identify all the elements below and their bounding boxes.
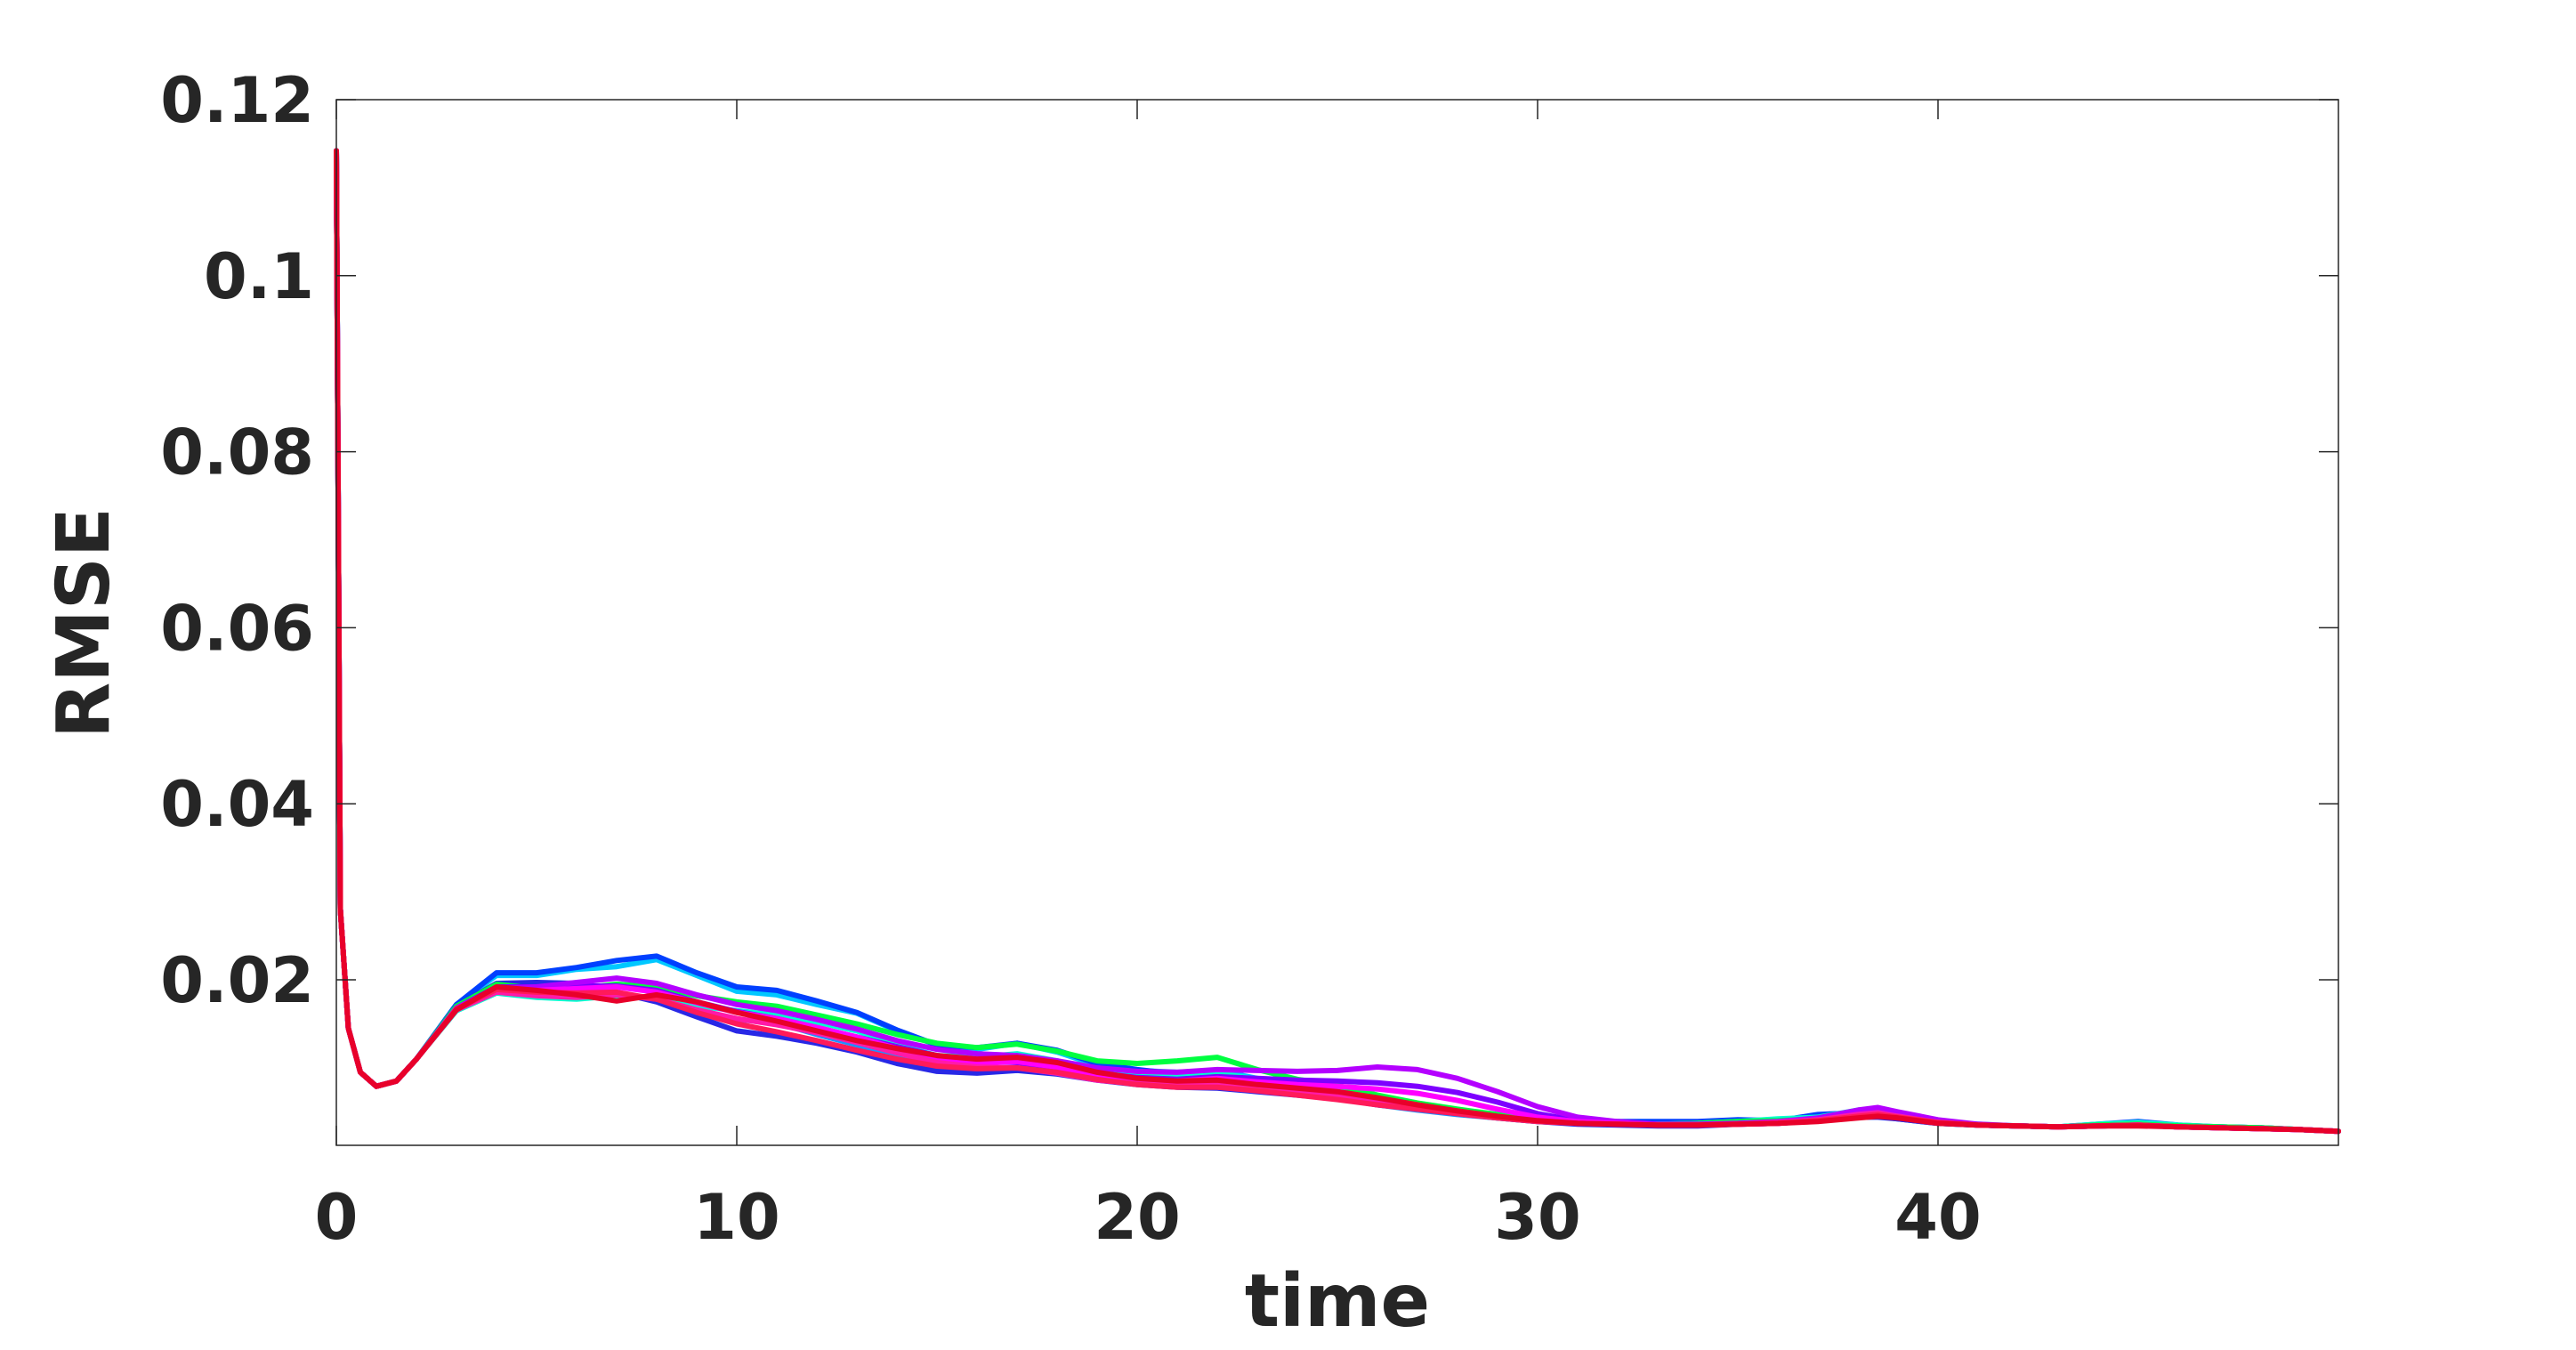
plot-frame [335,99,2339,1146]
y-tick-label: 0.04 [160,768,314,841]
x-axis-label: time [1245,1259,1430,1344]
tick-label-layer: 0 10 20 30 40 0.02 0.04 0.06 0.08 0.1 0.12 [160,64,1981,1254]
series-layer [334,148,2341,1135]
y-tick-label: 0.12 [160,64,314,137]
y-tick-label: 0.02 [160,944,314,1017]
y-axis-label: RMSE [42,507,126,739]
series-line-12 [334,148,2341,1135]
y-tick-label: 0.06 [160,592,314,665]
x-tick-label: 30 [1494,1181,1580,1254]
y-tick-label: 0.1 [204,240,314,313]
x-tick-label: 40 [1894,1181,1981,1254]
x-tick-label: 20 [1094,1181,1180,1254]
x-tick-label: 0 [315,1181,359,1254]
y-tick-label: 0.08 [160,416,314,489]
x-tick-label: 10 [693,1181,779,1254]
axes-layer [335,99,2339,1146]
